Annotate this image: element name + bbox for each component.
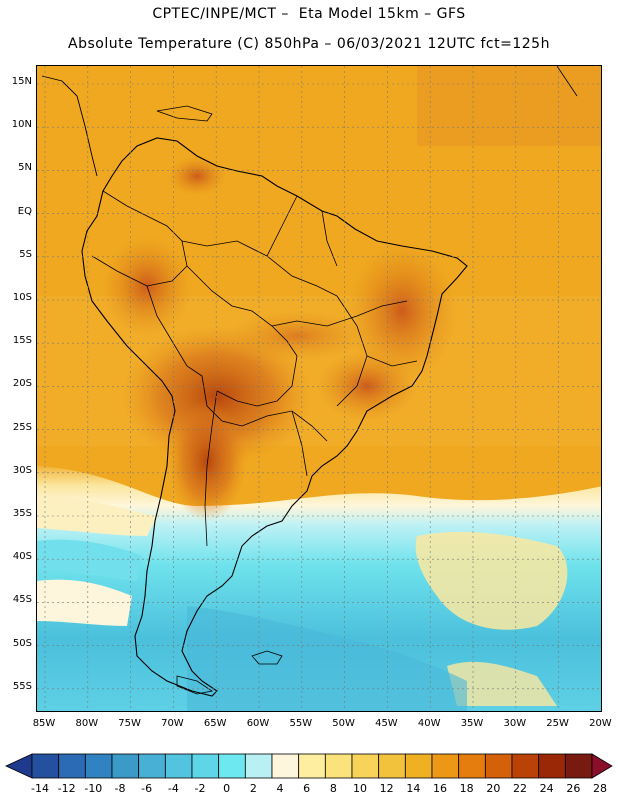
colorbar-swatch — [244, 753, 273, 779]
colorbar-tick-label: -6 — [141, 782, 153, 795]
hot-spot-argentina — [167, 401, 247, 521]
colorbar-swatch — [564, 753, 593, 779]
south-america-coastline — [81, 137, 468, 697]
hot-spot-chaco — [122, 326, 312, 466]
cyan-band-west — [37, 539, 142, 581]
colorbar-tick-label: 6 — [303, 782, 311, 795]
colorbar-swatch — [484, 753, 513, 779]
lat-label: 15N — [11, 76, 32, 87]
lat-label: 5N — [18, 162, 32, 174]
colorbar-tick-label: -4 — [167, 782, 179, 795]
country-borders — [91, 190, 418, 547]
lon-label: 85W — [32, 718, 56, 729]
colorbar-swatch — [511, 753, 540, 779]
colorbar-swatch — [351, 753, 380, 779]
colorbar-swatch — [378, 753, 406, 779]
hot-spot-central-brazil — [227, 311, 367, 361]
lon-label: 25W — [546, 718, 569, 729]
colorbar-swatch — [191, 753, 220, 779]
lat-label: 20S — [12, 378, 32, 390]
colorbar-swatch — [218, 753, 246, 779]
colorbar-swatch — [138, 753, 166, 779]
pale-patch-west — [37, 579, 132, 626]
lat-label: 55S — [12, 680, 32, 692]
lat-label: EQ — [17, 205, 32, 217]
colorbar-tick-label: 10 — [353, 782, 367, 795]
lon-label: 45W — [375, 718, 398, 729]
lon-label: 50W — [332, 718, 355, 729]
colorbar-swatch — [271, 753, 300, 779]
lat-label: 30S — [12, 464, 32, 476]
lon-label: 55W — [289, 718, 313, 729]
chart-title-line2: Absolute Temperature (C) 850hPa – 06/03/… — [68, 36, 550, 52]
map-canvas — [37, 66, 601, 711]
colorbar — [5, 753, 613, 779]
colorbar-swatch — [538, 753, 566, 779]
ne-warm-band — [417, 66, 601, 146]
lon-label: 40W — [417, 718, 441, 729]
colorbar-low-arrow — [5, 753, 33, 779]
colorbar-swatch — [84, 753, 113, 779]
colorbar-swatch — [431, 753, 460, 779]
colorbar-swatch — [31, 753, 60, 779]
colorbar-tick-label: 0 — [223, 782, 231, 795]
pale-warm-blob-east — [415, 531, 568, 630]
colorbar-high-arrow — [591, 753, 613, 779]
lon-label: 20W — [589, 718, 612, 729]
lon-label: 60W — [246, 718, 270, 729]
lon-label: 75W — [118, 718, 141, 729]
lat-label: 5S — [19, 248, 32, 260]
pale-warm-blob-se — [447, 661, 557, 706]
hot-spot-se-brazil — [317, 351, 417, 421]
lon-label: 30W — [503, 718, 527, 729]
lon-label: 35W — [460, 718, 484, 729]
colorbar-tick-label: 16 — [433, 782, 447, 795]
lat-label: 10S — [12, 292, 32, 303]
colorbar-tick-label: -10 — [84, 782, 103, 795]
colorbar-tick-label: 14 — [406, 782, 421, 795]
lat-label: 10N — [11, 119, 32, 131]
cool-southern-field — [37, 466, 601, 711]
lon-label: 80W — [75, 718, 99, 729]
colorbar-tick-label: 18 — [459, 782, 474, 795]
colorbar-tick-label: 8 — [329, 782, 337, 795]
lon-label: 70W — [161, 718, 184, 729]
temperature-map — [36, 65, 602, 712]
lat-label: 35S — [12, 508, 32, 519]
colorbar-swatch — [164, 753, 193, 779]
colorbar-tick-label: -14 — [31, 782, 49, 795]
colorbar-tick-label: 26 — [566, 782, 581, 795]
tierra-del-fuego — [176, 675, 214, 695]
colorbar-tick-label: 2 — [249, 782, 257, 795]
hot-spot-venezuela — [167, 156, 227, 196]
colorbar-swatch — [111, 753, 140, 779]
colorbar-swatch — [458, 753, 486, 779]
colorbar-swatch — [324, 753, 353, 779]
colorbar-tick-label: -2 — [194, 782, 206, 795]
lat-label: 50S — [12, 637, 32, 649]
cool-patch-south — [187, 606, 467, 711]
colorbar-swatch — [58, 753, 86, 779]
colorbar-swatch — [404, 753, 433, 779]
lon-label: 65W — [203, 718, 227, 729]
lat-label: 15S — [12, 335, 32, 347]
lat-lon-grid — [37, 66, 601, 711]
colorbar-tick-label: 22 — [513, 782, 527, 795]
colorbar-tick-label: -8 — [114, 782, 126, 795]
falkland-islands — [251, 650, 283, 665]
colorbar-tick-label: 12 — [379, 782, 394, 795]
colorbar-tick-label: -12 — [57, 782, 76, 795]
lesser-antilles — [556, 66, 578, 97]
lat-label: 40S — [12, 551, 32, 563]
chart-title-line1: CPTEC/INPE/MCT – Eta Model 15km – GFS — [152, 6, 466, 22]
colorbar-tick-label: 20 — [486, 782, 501, 795]
colorbar-tick-label: 24 — [539, 782, 554, 795]
colorbar-tick-label: 28 — [593, 782, 607, 795]
colorbar-swatch — [298, 753, 326, 779]
colorbar-tick-label: 4 — [276, 782, 284, 795]
lat-label: 25S — [12, 421, 32, 433]
lat-label: 45S — [12, 594, 32, 606]
central-america-coast — [41, 75, 98, 177]
